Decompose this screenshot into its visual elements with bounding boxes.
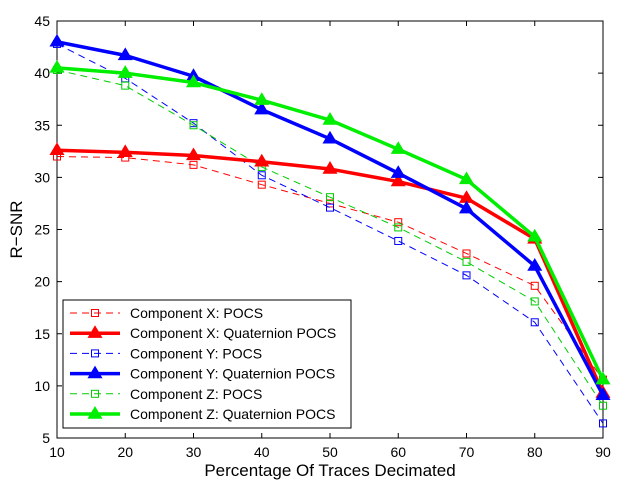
y-tick-label: 20 [34, 274, 50, 290]
legend-label: Component Z: Quaternion POCS [130, 406, 335, 422]
legend-box [62, 299, 352, 429]
triangle-marker [527, 258, 543, 271]
x-axis-label: Percentage Of Traces Decimated [204, 461, 455, 480]
triangle-marker [527, 228, 543, 242]
square-marker [189, 121, 198, 130]
series-line [56, 69, 604, 406]
x-tick-label: 40 [254, 444, 270, 460]
y-axis-label: R−SNR [7, 200, 26, 258]
square-marker [462, 249, 471, 258]
triangle-marker [185, 147, 202, 161]
square-marker [91, 349, 99, 358]
legend-item: Component Y: Quaternion POCS [70, 366, 335, 382]
legend-label: Component X: POCS [130, 305, 263, 321]
x-tick-label: 80 [527, 444, 543, 460]
square-marker [121, 81, 130, 90]
y-tick-label: 40 [34, 65, 50, 81]
square-marker [91, 309, 99, 317]
square-marker [462, 257, 471, 266]
y-tick-label: 30 [34, 169, 50, 185]
triangle-marker [49, 59, 65, 73]
triangle-marker [117, 65, 133, 78]
legend-label: Component Z: POCS [130, 386, 262, 402]
triangle-marker [49, 33, 65, 47]
triangle-marker [87, 406, 103, 419]
y-tick-label: 10 [34, 378, 50, 394]
triangle-marker [87, 365, 103, 379]
triangle-marker [322, 112, 338, 125]
y-tick-label: 35 [34, 117, 50, 133]
square-marker [91, 389, 99, 398]
x-tick-label: 50 [322, 444, 338, 460]
legend-label: Component Y: POCS [130, 345, 262, 361]
triangle-marker [322, 161, 338, 174]
square-marker [189, 160, 198, 169]
triangle-marker [117, 144, 133, 158]
triangle-marker [322, 130, 338, 144]
legend-item: Component X: POCS [70, 305, 263, 321]
legend-label: Component Y: Quaternion POCS [130, 366, 335, 382]
legend-item: Component Y: POCS [70, 345, 262, 361]
y-tick-label: 15 [34, 326, 50, 342]
square-marker [326, 203, 334, 212]
x-tick-label: 20 [117, 444, 133, 460]
series-6 [49, 59, 611, 385]
series-line [56, 156, 604, 380]
triangle-marker [49, 142, 65, 155]
square-marker [394, 223, 403, 232]
legend: Component X: POCS Component X: Quaternion… [62, 299, 352, 429]
series-4 [49, 33, 611, 400]
square-marker [257, 180, 266, 189]
square-marker [599, 419, 607, 428]
triangle-marker [254, 101, 270, 115]
square-marker [394, 236, 403, 245]
legend-item: Component Z: Quaternion POCS [70, 406, 335, 422]
x-tick-label: 60 [390, 444, 406, 460]
x-tick-label: 10 [49, 444, 65, 460]
x-tick-label: 30 [186, 444, 202, 460]
triangle-marker [254, 153, 270, 167]
triangle-marker [390, 165, 406, 178]
y-tick-label: 5 [42, 430, 50, 446]
triangle-marker [117, 47, 133, 61]
legend-label: Component X: Quaternion POCS [130, 325, 336, 341]
square-marker [257, 171, 266, 180]
square-marker [530, 281, 539, 290]
legend-item: Component X: Quaternion POCS [70, 325, 336, 341]
legend-item: Component Z: POCS [70, 386, 262, 402]
triangle-marker [185, 74, 202, 88]
triangle-marker [458, 200, 475, 214]
triangle-marker [595, 387, 611, 400]
triangle-marker [87, 325, 103, 338]
series-1 [53, 152, 607, 384]
square-marker [326, 199, 334, 208]
triangle-marker [390, 141, 406, 154]
x-tick-label: 90 [595, 444, 611, 460]
x-tick-label: 70 [459, 444, 475, 460]
square-marker [326, 193, 334, 202]
triangle-marker [254, 92, 270, 105]
y-tick-label: 25 [34, 222, 50, 238]
triangle-marker [595, 371, 611, 385]
square-marker [462, 271, 471, 280]
square-marker [530, 297, 539, 306]
square-marker [394, 218, 403, 227]
y-tick-label: 45 [34, 13, 50, 29]
triangle-marker [458, 171, 475, 185]
series-layer [49, 33, 611, 428]
square-marker [530, 318, 539, 327]
triangle-marker [390, 173, 406, 187]
square-marker [599, 401, 607, 410]
